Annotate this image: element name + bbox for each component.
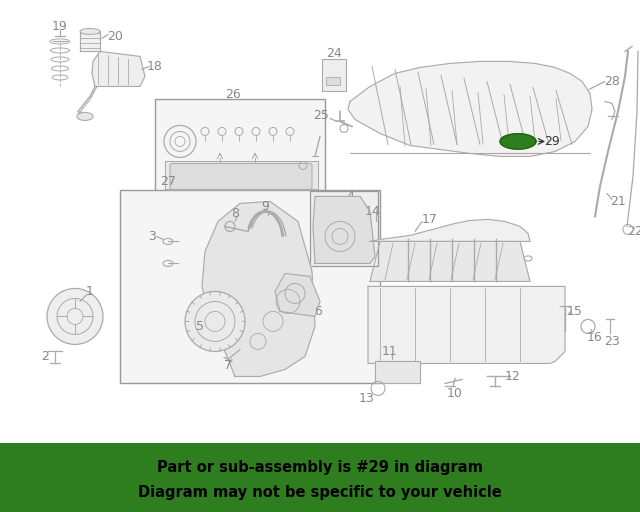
- Text: 18: 18: [147, 60, 163, 73]
- Bar: [310, 191, 378, 266]
- Text: 21: 21: [610, 195, 626, 208]
- Polygon shape: [275, 273, 320, 316]
- Text: 22: 22: [627, 225, 640, 238]
- Ellipse shape: [80, 29, 100, 34]
- Text: 16: 16: [587, 331, 603, 344]
- Text: 25: 25: [313, 109, 329, 122]
- Text: 15: 15: [567, 305, 583, 318]
- Polygon shape: [202, 201, 315, 376]
- Text: 3: 3: [148, 230, 156, 243]
- Text: 29: 29: [544, 135, 560, 148]
- Text: 28: 28: [604, 75, 620, 88]
- Bar: [120, 190, 380, 383]
- Polygon shape: [368, 286, 565, 364]
- Circle shape: [185, 291, 245, 351]
- Text: 11: 11: [382, 345, 398, 358]
- Text: 12: 12: [505, 370, 521, 383]
- Text: 7: 7: [224, 359, 232, 372]
- Text: 20: 20: [107, 30, 123, 43]
- Text: Diagram may not be specific to your vehicle: Diagram may not be specific to your vehi…: [138, 485, 502, 500]
- Text: 17: 17: [422, 213, 438, 226]
- Text: 4: 4: [346, 190, 354, 203]
- Ellipse shape: [77, 113, 93, 120]
- Polygon shape: [165, 161, 318, 189]
- Bar: [326, 77, 340, 86]
- Text: 19: 19: [52, 20, 68, 33]
- Text: 23: 23: [604, 335, 620, 348]
- Text: 10: 10: [447, 387, 463, 400]
- FancyBboxPatch shape: [170, 163, 312, 189]
- Bar: [155, 99, 325, 191]
- Text: 1: 1: [86, 285, 94, 298]
- Text: 5: 5: [196, 320, 204, 333]
- Text: 9: 9: [261, 200, 269, 213]
- Polygon shape: [370, 220, 530, 242]
- Text: 14: 14: [365, 205, 381, 218]
- Polygon shape: [313, 197, 375, 264]
- Polygon shape: [92, 51, 145, 87]
- Polygon shape: [375, 361, 420, 383]
- Bar: [322, 59, 346, 92]
- Text: 2: 2: [41, 350, 49, 363]
- Text: 8: 8: [231, 207, 239, 220]
- Polygon shape: [348, 61, 592, 157]
- Polygon shape: [370, 242, 530, 282]
- Text: 13: 13: [359, 392, 375, 405]
- Text: 24: 24: [326, 47, 342, 60]
- Text: 6: 6: [314, 305, 322, 318]
- Circle shape: [47, 288, 103, 345]
- Text: 26: 26: [225, 88, 241, 101]
- Text: Part or sub-assembly is #29 in diagram: Part or sub-assembly is #29 in diagram: [157, 460, 483, 475]
- Polygon shape: [500, 134, 536, 149]
- Polygon shape: [80, 31, 100, 51]
- Text: 27: 27: [160, 175, 176, 188]
